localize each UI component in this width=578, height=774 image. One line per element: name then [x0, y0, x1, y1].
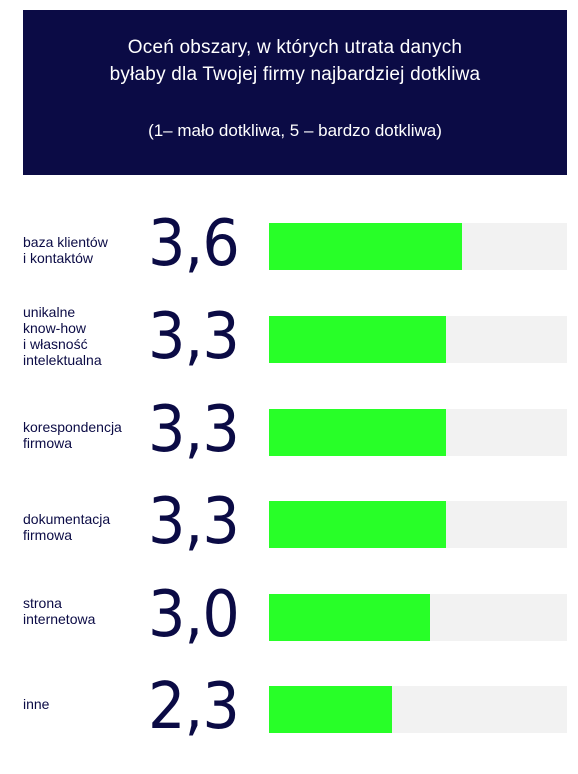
category-label: strona internetowa [23, 595, 96, 627]
bar-track [269, 409, 567, 456]
bar-row: inne 2,3 [0, 671, 578, 743]
value-label: 3,3 [148, 393, 240, 467]
category-label: baza klientów i kontaktów [23, 234, 108, 266]
bar-track [269, 223, 567, 270]
category-label: unikalne know-how i własność intelektual… [23, 304, 102, 368]
category-label: korespondencja firmowa [23, 419, 122, 451]
bar [269, 223, 462, 270]
bar [269, 594, 430, 641]
bar-row: baza klientów i kontaktów 3,6 [0, 208, 578, 280]
bar [269, 686, 392, 733]
value-label: 3,6 [148, 207, 240, 281]
category-label: dokumentacja firmowa [23, 511, 111, 543]
chart-subtitle: (1– mało dotkliwa, 5 – bardzo dotkliwa) [148, 121, 442, 140]
value-label: 3,0 [148, 578, 240, 652]
chart-title-line-2: byłaby dla Twojej firmy najbardziej dotk… [109, 64, 481, 85]
bar [269, 409, 446, 456]
bar [269, 501, 446, 548]
category-label: inne [23, 696, 50, 712]
bar-row: korespondencja firmowa 3,3 [0, 394, 578, 466]
value-label: 3,3 [148, 485, 240, 559]
value-label: 2,3 [148, 670, 240, 744]
bar-track [269, 316, 567, 363]
bar-row: strona internetowa 3,0 [0, 579, 578, 651]
bar-track [269, 594, 567, 641]
chart-title-line-1: Oceń obszary, w których utrata danych [127, 37, 463, 58]
bar-track [269, 686, 567, 733]
bar [269, 316, 446, 363]
bar-row: unikalne know-how i własność intelektual… [0, 301, 578, 373]
value-label: 3,3 [148, 300, 240, 374]
bar-track [269, 501, 567, 548]
chart-header: Oceń obszary, w których utrata danych by… [23, 10, 567, 175]
bar-row: dokumentacja firmowa 3,3 [0, 486, 578, 558]
